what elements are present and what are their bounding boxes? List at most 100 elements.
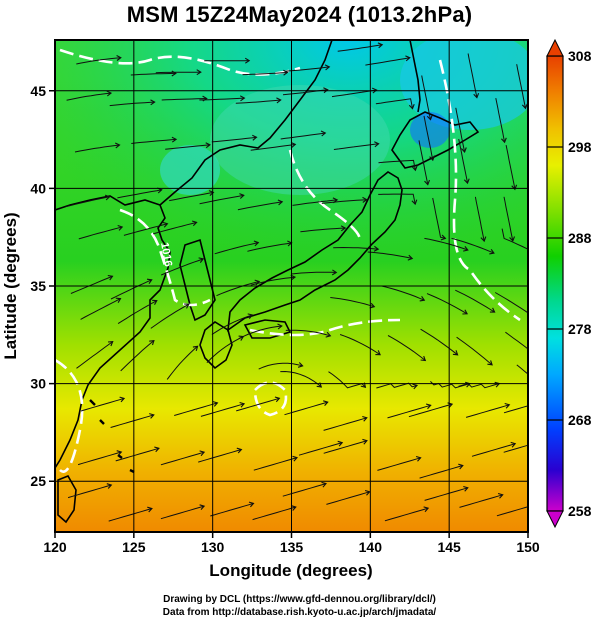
streamline xyxy=(337,44,383,52)
streamline xyxy=(77,451,122,466)
streamline xyxy=(459,494,503,508)
streamline-arrow xyxy=(429,155,436,162)
streamline-arrow xyxy=(529,312,534,316)
streamline-arrow xyxy=(146,278,153,285)
streamline-arrow xyxy=(115,297,122,303)
streamline-arrow xyxy=(360,382,367,388)
temperature-field xyxy=(55,40,528,532)
streamline-arrow xyxy=(290,274,297,281)
streamline xyxy=(155,71,201,74)
streamline xyxy=(516,64,526,109)
streamline-arrow xyxy=(511,184,518,191)
streamline-arrow xyxy=(320,130,327,137)
streamline xyxy=(280,370,322,388)
colorbar-scale xyxy=(546,55,564,512)
streamline xyxy=(130,72,176,76)
streamline-arrow xyxy=(463,485,469,492)
streamline xyxy=(211,136,257,143)
streamline xyxy=(110,279,152,300)
map-title: MSM 15Z24May2024 (1013.2hPa) xyxy=(126,2,473,27)
streamline-arrow xyxy=(497,492,504,499)
streamline-arrow xyxy=(150,99,156,106)
streamline-arrow xyxy=(425,403,432,410)
streamline xyxy=(160,451,205,466)
colorbar: 308 298 288 278 268 258 xyxy=(546,38,592,529)
streamline xyxy=(503,196,514,241)
streamline-arrow xyxy=(462,309,468,315)
isobar-line xyxy=(288,149,362,241)
streamline-arrow xyxy=(473,93,480,99)
streamline xyxy=(424,237,468,251)
streamline xyxy=(298,442,343,456)
streamline xyxy=(252,506,296,521)
streamline xyxy=(108,508,153,522)
streamline-arrow xyxy=(504,402,511,409)
streamline-arrow xyxy=(371,87,378,94)
streamline xyxy=(367,251,413,259)
streamline-arrow xyxy=(205,142,211,149)
streamline-arrow xyxy=(337,440,344,447)
coast-hokkaido xyxy=(391,111,480,169)
streamline-arrow xyxy=(192,345,199,352)
streamline xyxy=(474,196,485,242)
colorbar-max-arrow xyxy=(546,38,564,57)
streamline xyxy=(339,334,381,356)
streamline-arrow xyxy=(362,438,368,445)
streamline xyxy=(150,303,190,329)
streamline-arrow xyxy=(191,220,198,227)
streamline xyxy=(76,341,113,369)
streamline-arrow xyxy=(147,506,153,513)
streamline-arrow xyxy=(440,234,447,241)
streamline-arrow xyxy=(297,362,304,368)
y-tick-label: 45 xyxy=(30,83,46,99)
streamline-arrow xyxy=(426,115,433,121)
streamline xyxy=(451,237,495,254)
streamline-arrow xyxy=(277,199,284,206)
streamline xyxy=(365,57,410,66)
streamline-arrow xyxy=(536,502,541,507)
isobar-line xyxy=(119,208,211,307)
streamline-arrow xyxy=(463,178,470,185)
streamline xyxy=(465,404,510,418)
streamline xyxy=(211,314,253,335)
streamline-arrow xyxy=(331,269,338,276)
colorbar-min-arrow xyxy=(546,510,564,529)
streamline xyxy=(495,98,506,143)
streamline xyxy=(503,444,528,453)
streamline-arrow xyxy=(373,245,380,252)
streamline-arrow xyxy=(239,193,245,199)
streamline-arrow xyxy=(542,439,547,444)
streamline xyxy=(381,285,425,301)
streamline xyxy=(80,298,121,320)
streamline-arrow xyxy=(152,299,158,305)
streamline xyxy=(117,189,162,199)
streamline-arrow xyxy=(212,401,219,407)
contour-label: 1016 xyxy=(158,241,174,267)
streamline-arrow xyxy=(510,441,517,448)
streamline xyxy=(250,143,296,151)
streamline xyxy=(117,300,158,325)
streamline xyxy=(516,364,528,375)
streamline xyxy=(503,405,528,414)
coast-taiwan xyxy=(57,474,77,524)
streamline-arrow xyxy=(116,55,122,61)
isobar-line xyxy=(59,48,301,76)
streamline-arrow xyxy=(489,307,496,313)
streamline xyxy=(285,329,331,337)
streamline xyxy=(161,258,204,276)
streamline xyxy=(323,417,367,431)
streamline-arrow xyxy=(149,339,155,346)
streamline-arrow xyxy=(489,248,495,255)
x-tick-label: 140 xyxy=(359,539,383,555)
streamline xyxy=(471,443,516,457)
streamline-arrow xyxy=(196,69,202,76)
streamline xyxy=(458,138,468,184)
streamline xyxy=(66,92,112,101)
streamline xyxy=(152,221,197,235)
streamline-arrow xyxy=(423,506,430,513)
streamline-arrow xyxy=(252,134,258,141)
streamline-arrow xyxy=(149,413,155,419)
streamline-arrow xyxy=(405,55,411,62)
coast-shikoku xyxy=(243,319,292,339)
